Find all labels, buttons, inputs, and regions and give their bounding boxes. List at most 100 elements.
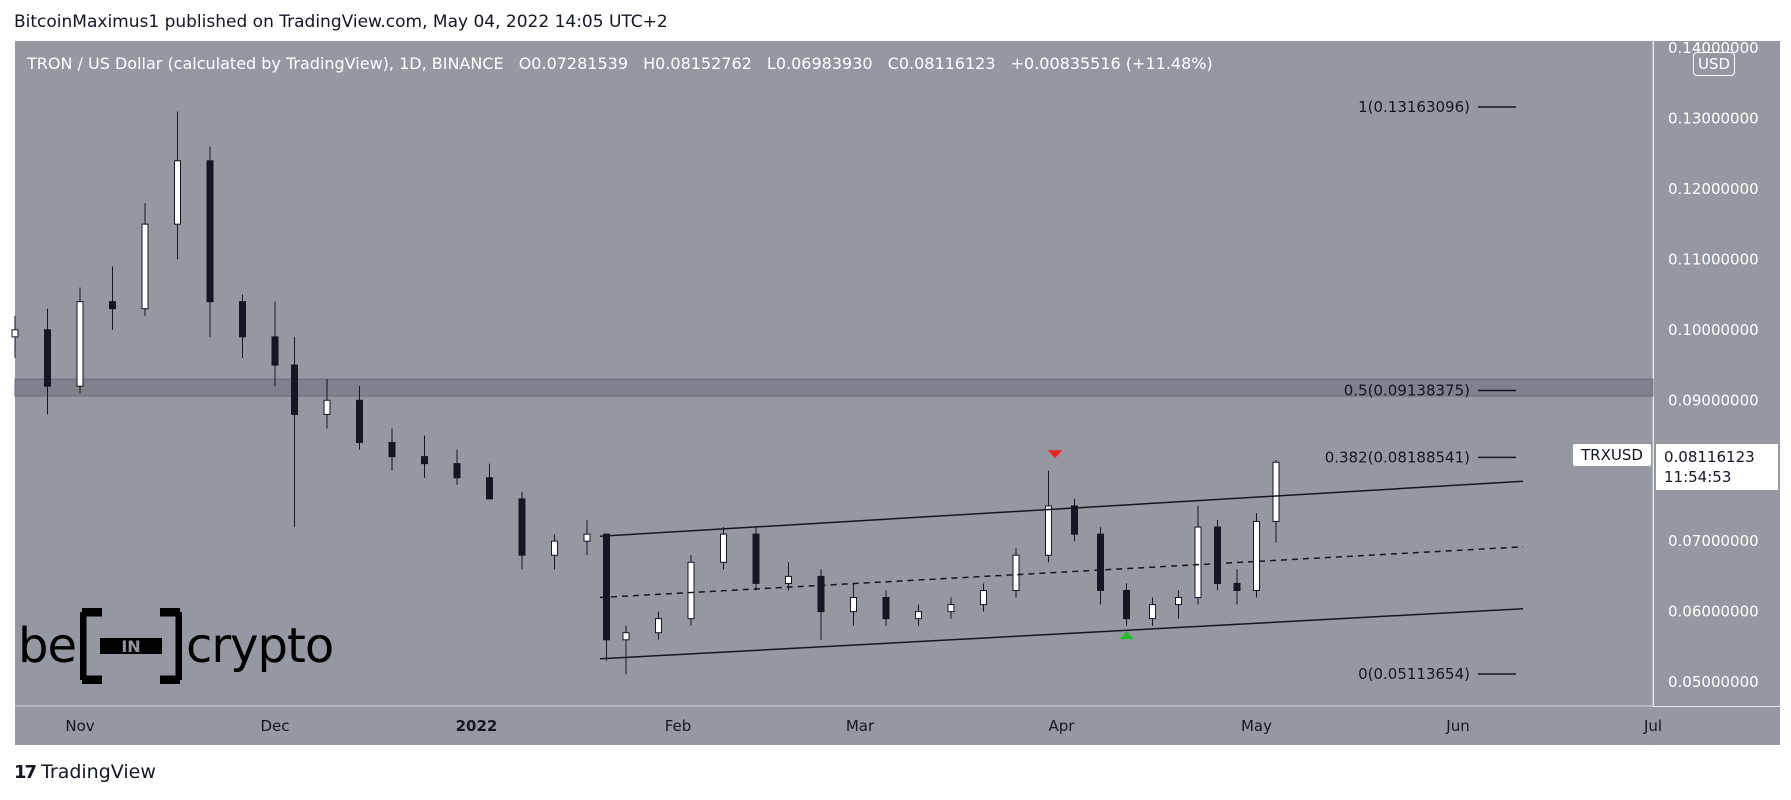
- candle: [551, 534, 558, 570]
- logo-bracket-box: IN: [77, 607, 185, 685]
- candle-body: [356, 399, 363, 444]
- candle: [603, 533, 610, 661]
- beincrypto-logo: be IN crypto: [18, 607, 334, 685]
- resistance-zone: [14, 378, 1654, 397]
- candle-body: [720, 533, 727, 563]
- channel-lines-layer: [599, 480, 1524, 660]
- tradingview-logo-icon: 17: [14, 761, 37, 783]
- candle-body: [11, 329, 19, 338]
- candle-body: [980, 589, 987, 606]
- candles-layer: [11, 111, 1280, 675]
- candle: [1272, 460, 1280, 543]
- candle: [622, 625, 630, 675]
- legend-low: 0.06983930: [775, 54, 873, 73]
- candle: [239, 294, 246, 359]
- candle-body: [323, 399, 331, 415]
- fib-level-label: 0.382(0.08188541): [1325, 448, 1470, 466]
- price-tick-label: 0.05000000: [1668, 673, 1759, 691]
- price-axis-labels: 0.14000000 0.13000000 0.12000000 0.11000000…: [1668, 39, 1759, 691]
- price-tick-label: 0.10000000: [1668, 321, 1759, 339]
- time-tick-label: Dec: [260, 717, 289, 735]
- candle: [850, 583, 857, 626]
- candle-body: [421, 456, 428, 465]
- channel-middle-line: [599, 546, 1524, 599]
- candle: [271, 301, 279, 387]
- candle: [388, 428, 396, 471]
- candle-body: [1149, 604, 1156, 620]
- time-tick-label: Nov: [65, 717, 94, 735]
- legend-title: TRON / US Dollar (calculated by TradingV…: [27, 54, 504, 73]
- last-price-tag: 0.08116123 11:54:53: [1656, 444, 1778, 490]
- candle: [752, 527, 760, 591]
- logo-text-right: crypto: [186, 618, 334, 674]
- candle-body: [1012, 554, 1020, 591]
- candle: [206, 146, 214, 337]
- candle-body: [1214, 526, 1221, 584]
- candle-body: [109, 301, 116, 310]
- candle-body: [76, 301, 84, 387]
- candle: [421, 435, 428, 478]
- candle-body: [1272, 461, 1280, 522]
- candle: [1194, 505, 1202, 605]
- candle-body: [1194, 526, 1202, 599]
- price-tick-label: 0.06000000: [1668, 603, 1759, 621]
- candle: [947, 597, 955, 619]
- channel-upper-line: [599, 480, 1524, 537]
- legend-high: 0.08152762: [655, 54, 752, 73]
- time-axis-panel[interactable]: [15, 707, 1780, 745]
- candle-body: [388, 442, 396, 458]
- candle-body: [947, 604, 955, 613]
- candle-body: [239, 301, 246, 338]
- candle: [583, 520, 591, 556]
- publisher-line: BitcoinMaximus1 published on TradingView…: [14, 12, 668, 32]
- candle-body: [687, 561, 695, 620]
- symbol-legend[interactable]: TRON / US Dollar (calculated by TradingV…: [27, 54, 1213, 73]
- legend-change: +0.00835516 (+11.48%): [1010, 54, 1213, 73]
- candle-body: [44, 329, 51, 387]
- candle-body: [882, 597, 890, 620]
- time-tick-label: Jun: [1445, 717, 1469, 735]
- currency-badge[interactable]: USD: [1693, 52, 1735, 76]
- candle-body: [518, 498, 526, 556]
- candle-body: [1097, 533, 1104, 591]
- price-axis-panel[interactable]: [1654, 41, 1780, 706]
- candle: [453, 449, 461, 485]
- down-arrow-icon: [1048, 450, 1062, 459]
- price-tick-label: 0.12000000: [1668, 180, 1759, 198]
- candle: [141, 203, 149, 316]
- candle-body: [174, 160, 181, 225]
- up-arrow-icon: [1119, 631, 1134, 640]
- candle-body: [603, 533, 610, 641]
- candle: [356, 386, 363, 450]
- candle: [785, 562, 792, 591]
- time-tick-label: Apr: [1049, 717, 1076, 735]
- last-price: 0.08116123: [1664, 448, 1755, 466]
- price-tick-label: 0.14000000: [1668, 39, 1759, 57]
- time-tick-label: 2022: [456, 717, 498, 735]
- candle: [518, 491, 526, 570]
- channel-lower-line: [599, 608, 1524, 660]
- candle-body: [551, 540, 558, 556]
- price-tick-label: 0.07000000: [1668, 532, 1759, 550]
- candle-body: [583, 533, 591, 542]
- candle: [109, 266, 116, 330]
- candle-body: [1123, 589, 1130, 620]
- candle: [655, 611, 662, 640]
- candle: [1045, 470, 1052, 563]
- tradingview-footer[interactable]: 17 TradingView: [14, 761, 156, 783]
- candle: [1233, 569, 1241, 605]
- fib-level-label: 1(0.13163096): [1358, 98, 1470, 116]
- candle: [915, 604, 922, 626]
- candle-body: [655, 618, 662, 634]
- tradingview-brand: TradingView: [41, 761, 156, 783]
- candle-body: [206, 160, 214, 303]
- logo-brackets-icon: IN: [77, 607, 185, 685]
- price-tick-label: 0.09000000: [1668, 391, 1759, 409]
- candle-body: [1253, 520, 1260, 591]
- candle: [174, 111, 181, 260]
- legend-close: 0.08116123: [898, 54, 996, 73]
- fib-levels-layer: 1(0.13163096) 0.5(0.09138375) 0.382(0.0818…: [1325, 98, 1516, 683]
- candle-body: [1045, 505, 1052, 556]
- candle-body: [291, 364, 298, 415]
